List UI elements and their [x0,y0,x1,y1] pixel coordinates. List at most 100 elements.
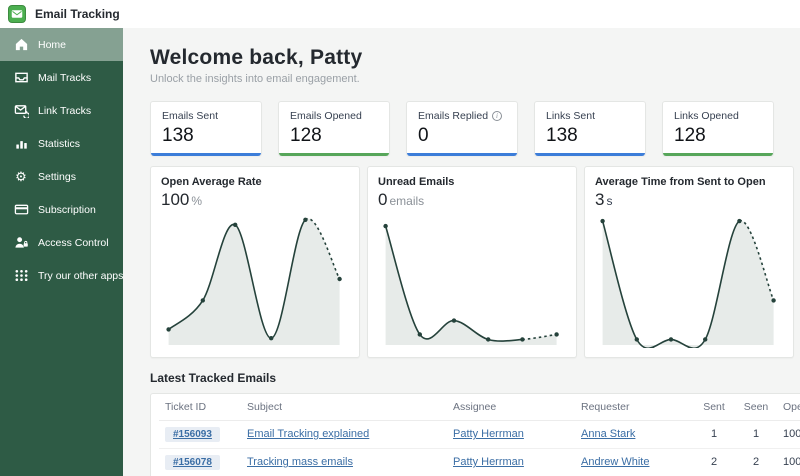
sidebar-item-mail-tracks[interactable]: Mail Tracks [0,61,123,94]
topbar: Email Tracking [0,0,800,28]
subject-link[interactable]: Email Tracking explained [247,428,370,440]
stat-accent-bar [151,153,261,156]
open-rate-value: 100% [777,420,800,449]
col-header-requester: Requester [575,394,693,421]
chart-title: Average Time from Sent to Open [595,176,766,188]
stat-accent-bar [663,153,773,156]
tracked-emails-table: Ticket ID Subject Assignee Requester Sen… [159,394,800,476]
stat-card-links-sent: Links Sent 138 [534,101,646,156]
col-header-open-rate: Open Rate [777,394,800,421]
sidebar-item-label: Access Control [38,236,109,249]
sidebar: Home Mail Tracks Link Tracks Statistics … [0,28,123,476]
table-row: #156078 Tracking mass emails Patty Herrm… [159,448,800,476]
stat-accent-bar [535,153,645,156]
mail-tracks-icon [13,70,29,86]
stat-cards-row: Emails Sent 138 Emails Opened 128 Emails… [150,101,800,156]
chart-value: 0 emails [378,190,566,210]
stat-value: 128 [674,125,706,146]
apps-grid-icon [13,268,29,284]
stat-card-emails-replied: Emails Replied i 0 [406,101,518,156]
stat-value: 128 [290,125,322,146]
stat-label-text: Emails Replied [418,110,489,122]
chart-card-unread-emails: Unread Emails 0 emails [367,166,577,358]
subscription-icon [13,202,29,218]
sidebar-item-label: Home [38,38,67,51]
chart-title: Open Average Rate [161,176,262,188]
average-time-chart [600,218,776,348]
sent-count: 2 [693,448,735,476]
sidebar-item-label: Link Tracks [38,104,92,117]
open-average-rate-chart [166,217,342,345]
stat-label: Links Sent [546,110,596,122]
stat-value: 138 [162,125,194,146]
table-row: #156093 Email Tracking explained Patty H… [159,420,800,449]
app-logo-icon [8,5,26,23]
sidebar-item-statistics[interactable]: Statistics [0,127,123,160]
col-header-seen: Seen [735,394,777,421]
stat-card-emails-sent: Emails Sent 138 [150,101,262,156]
chart-value: 100% [161,190,349,210]
stat-label: Emails Replied i [418,110,517,122]
chart-value-unit: % [191,194,203,208]
open-rate-value: 100% [777,448,800,476]
table-header-row: Ticket ID Subject Assignee Requester Sen… [159,394,800,421]
stat-value: 138 [546,125,578,146]
unread-emails-chart [383,223,559,345]
main-panel: Welcome back, Patty Unlock the insights … [123,28,800,476]
sidebar-item-access-control[interactable]: Access Control [0,226,123,259]
ticket-id-link[interactable]: #156078 [165,454,220,470]
ticket-id-link[interactable]: #156093 [165,426,220,442]
assignee-link[interactable]: Patty Herrman [453,428,524,440]
chart-value-number: 100 [161,190,190,209]
sidebar-item-label: Settings [38,170,76,183]
stat-card-emails-opened: Emails Opened 128 [278,101,390,156]
subject-link[interactable]: Tracking mass emails [247,456,353,468]
stat-value: 0 [418,125,429,146]
page-subtitle: Unlock the insights into email engagemen… [150,73,360,85]
sent-count: 1 [693,420,735,449]
sidebar-item-label: Try our other apps [38,269,124,282]
link-tracks-icon [13,103,29,119]
sidebar-item-label: Statistics [38,137,81,150]
chart-value-unit: s [606,194,613,208]
requester-link[interactable]: Andrew White [581,456,650,468]
chart-value-number: 0 [378,190,388,209]
col-header-subject: Subject [241,394,447,421]
tracked-emails-table-card: Ticket ID Subject Assignee Requester Sen… [150,393,800,476]
col-header-assignee: Assignee [447,394,575,421]
stat-label: Links Opened [674,110,739,122]
sidebar-item-label: Mail Tracks [38,71,92,84]
statistics-icon [13,136,29,152]
stat-accent-bar [279,153,389,156]
home-icon [13,37,29,53]
sidebar-item-settings[interactable]: ⚙ Settings [0,160,123,193]
col-header-ticket-id: Ticket ID [159,394,241,421]
settings-icon: ⚙ [15,168,27,184]
requester-link[interactable]: Anna Stark [581,428,636,440]
seen-count: 1 [735,420,777,449]
chart-value-unit: emails [389,194,425,208]
access-control-icon [13,235,29,251]
sidebar-item-home[interactable]: Home [0,28,123,61]
sidebar-item-link-tracks[interactable]: Link Tracks [0,94,123,127]
chart-card-open-average-rate: Open Average Rate 100% [150,166,360,358]
chart-value-number: 3 [595,190,605,209]
chart-cards-row: Open Average Rate 100% Unread Emails 0 em… [150,166,800,358]
stat-accent-bar [407,153,517,156]
col-header-sent: Sent [693,394,735,421]
sidebar-item-try-other-apps[interactable]: Try our other apps [0,259,123,292]
info-icon[interactable]: i [492,111,503,121]
latest-tracked-emails-title: Latest Tracked Emails [150,371,277,385]
assignee-link[interactable]: Patty Herrman [453,456,524,468]
stat-card-links-opened: Links Opened 128 [662,101,774,156]
sidebar-item-subscription[interactable]: Subscription [0,193,123,226]
stat-label: Emails Sent [162,110,219,122]
stat-label: Emails Opened [290,110,362,122]
chart-title: Unread Emails [378,176,455,188]
page-title: Welcome back, Patty [150,46,363,69]
app-title: Email Tracking [35,7,120,21]
sidebar-item-label: Subscription [38,203,96,216]
seen-count: 2 [735,448,777,476]
